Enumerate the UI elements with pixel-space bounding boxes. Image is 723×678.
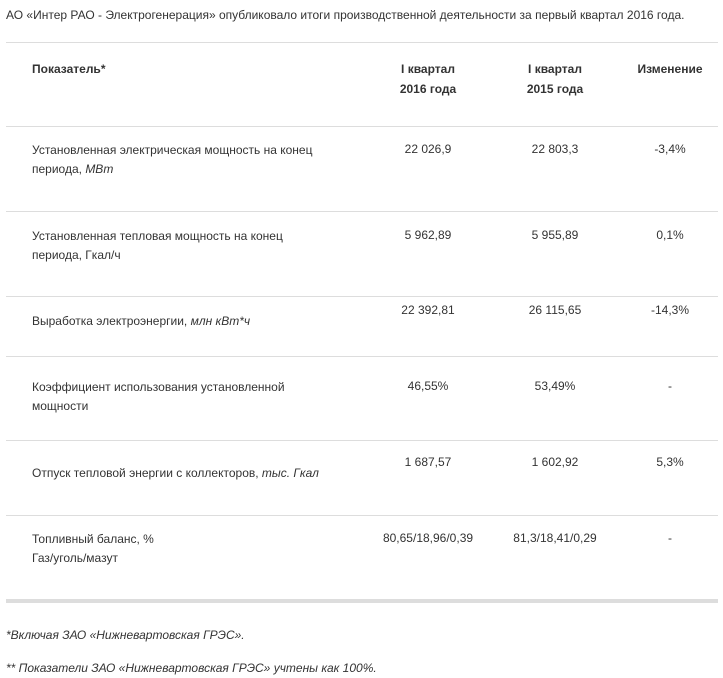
header-q2016: I квартал 2016 года xyxy=(368,59,488,99)
row-label: Коэффициент использования установленной … xyxy=(32,378,332,416)
cell-value: -14,3% xyxy=(650,303,690,317)
header-q2015: I квартал 2015 года xyxy=(495,59,615,99)
label-text: Коэффициент использования установленной … xyxy=(32,380,285,413)
cell-value: 5,3% xyxy=(656,455,684,469)
separator xyxy=(6,211,718,212)
cell-value: - xyxy=(668,531,672,545)
cell-value: 53,49% xyxy=(534,379,576,393)
label-unit: млн кВт*ч xyxy=(190,313,251,328)
separator xyxy=(6,515,718,516)
header-line: I квартал xyxy=(401,62,455,76)
row-label: Отпуск тепловой энергии с коллекторов, т… xyxy=(32,464,332,483)
cell-value: - xyxy=(668,379,672,393)
row-label: Установленная тепловая мощность на конец… xyxy=(32,227,332,265)
label-sub: Газ/уголь/мазут xyxy=(32,551,118,565)
row-label: Топливный баланс, % Газ/уголь/мазут xyxy=(32,530,332,568)
cell-value: 80,65/18,96/0,39 xyxy=(382,531,474,545)
cell-value: 22 803,3 xyxy=(531,142,579,156)
separator xyxy=(6,356,718,357)
header-line: 2015 года xyxy=(526,82,584,96)
label-text: Выработка электроэнергии, xyxy=(32,313,191,328)
cell-value: 5 962,89 xyxy=(404,228,452,242)
separator xyxy=(6,296,718,297)
cell-value: 5 955,89 xyxy=(531,228,579,242)
cell-value: 46,55% xyxy=(407,379,449,393)
footnote: ** Показатели ЗАО «Нижневартовская ГРЭС»… xyxy=(6,661,377,675)
separator xyxy=(6,440,718,441)
cell-value: 81,3/18,41/0,29 xyxy=(513,531,597,545)
cell-value: 26 115,65 xyxy=(528,303,582,317)
cell-value: 1 602,92 xyxy=(531,455,579,469)
separator xyxy=(6,42,718,43)
header-change: Изменение xyxy=(637,62,703,76)
row-label: Установленная электрическая мощность на … xyxy=(32,141,332,179)
header-line: I квартал xyxy=(528,62,582,76)
header-line: 2016 года xyxy=(399,82,457,96)
label-unit: тыс. Гкал xyxy=(261,465,319,480)
header-indicator: Показатель* xyxy=(32,62,106,76)
label-text: Установленная тепловая мощность на конец… xyxy=(32,229,283,262)
cell-value: 22 392,81 xyxy=(401,303,455,317)
cell-value: 0,1% xyxy=(656,228,684,242)
intro-text: АО «Интер РАО - Электрогенерация» опубли… xyxy=(6,8,685,22)
cell-value: -3,4% xyxy=(654,142,686,156)
label-text: Установленная электрическая мощность на … xyxy=(32,143,313,176)
cell-value: 22 026,9 xyxy=(404,142,452,156)
footnote: *Включая ЗАО «Нижневартовская ГРЭС». xyxy=(6,628,245,642)
cell-value: 1 687,57 xyxy=(404,455,452,469)
label-unit: МВт xyxy=(85,162,114,176)
label-text: Топливный баланс, % xyxy=(32,532,154,546)
table-bottom xyxy=(6,599,718,603)
row-label: Выработка электроэнергии, млн кВт*ч xyxy=(32,312,332,331)
label-text: Отпуск тепловой энергии с коллекторов, xyxy=(32,465,262,480)
separator xyxy=(6,126,718,127)
